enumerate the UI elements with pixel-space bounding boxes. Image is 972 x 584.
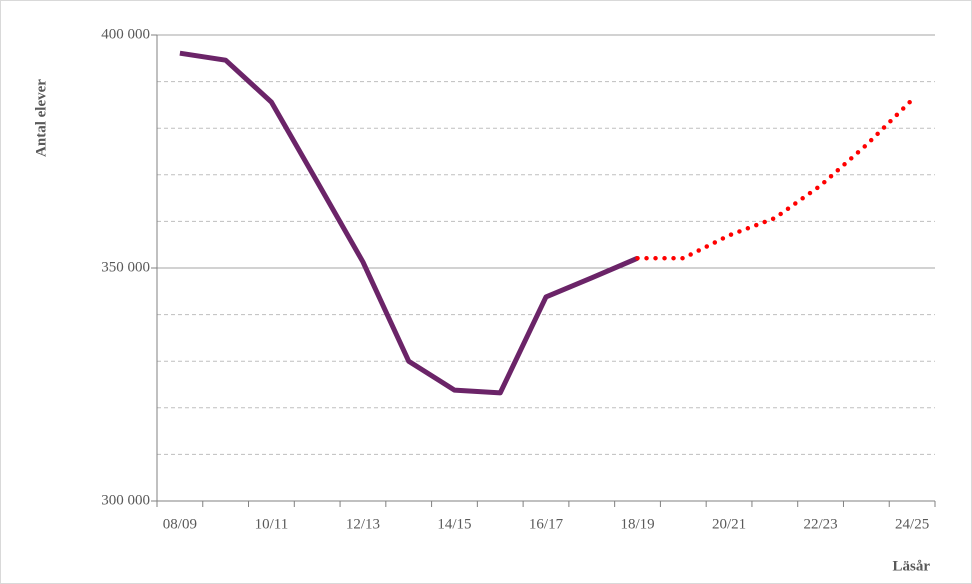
x-tick-label: 18/19	[620, 516, 654, 532]
x-tick-label: 14/15	[437, 516, 471, 532]
x-tick-label: 10/11	[255, 516, 289, 532]
x-tick-label: 08/09	[163, 516, 197, 532]
x-tick-label: 22/23	[804, 516, 838, 532]
x-tick-label: 24/25	[895, 516, 929, 532]
y-tick-label: 300 000	[101, 492, 150, 508]
line-series	[179, 50, 639, 396]
x-tick-label: 16/17	[529, 516, 564, 532]
y-tick-label: 350 000	[101, 259, 150, 275]
line-series	[635, 97, 915, 261]
y-tick-label: 400 000	[101, 26, 150, 42]
y-axis-title: Antal elever	[33, 79, 49, 157]
x-tick-label: 12/13	[346, 516, 380, 532]
x-tick-label: 20/21	[712, 516, 746, 532]
x-axis-title: Läsår	[893, 558, 931, 574]
